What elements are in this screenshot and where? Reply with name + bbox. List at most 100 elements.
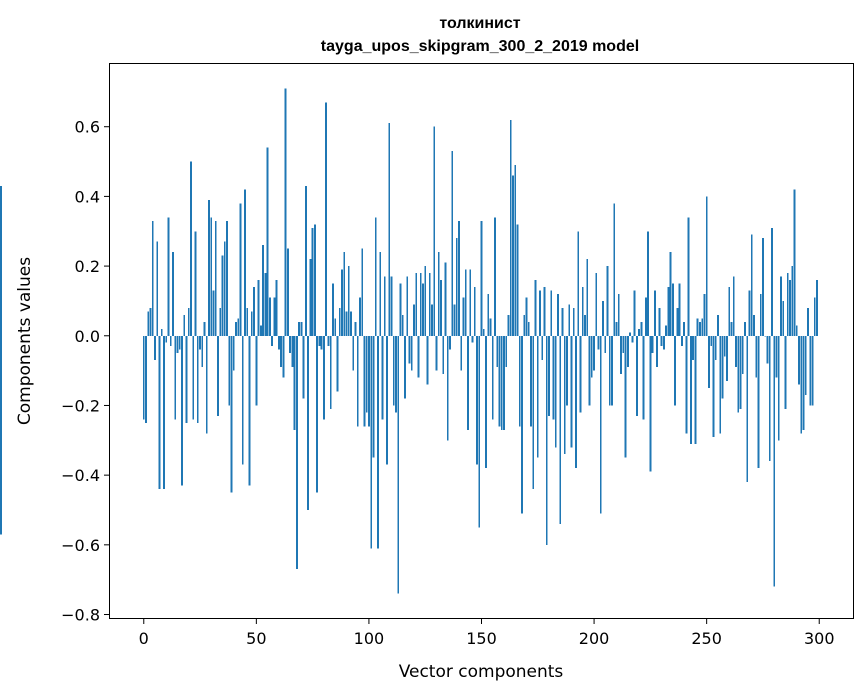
bar [196, 335, 199, 423]
bar [581, 286, 584, 336]
bar [255, 335, 258, 406]
bar [640, 321, 643, 336]
y-tick-label: 0.6 [75, 118, 100, 137]
bar [345, 311, 348, 336]
bar [248, 335, 251, 486]
bar [250, 311, 253, 336]
bar [442, 335, 445, 375]
bar [543, 286, 546, 336]
bar [404, 335, 406, 399]
bar [469, 269, 472, 336]
bar [383, 276, 386, 336]
bar [482, 328, 485, 336]
bar [183, 314, 186, 336]
bar [701, 318, 704, 336]
bar [473, 286, 476, 336]
bar [696, 318, 699, 336]
bar [744, 321, 746, 336]
bar [350, 311, 352, 336]
bar [167, 217, 170, 336]
bar [395, 335, 397, 413]
bar [699, 321, 701, 336]
bar [0, 335, 2, 364]
bar [313, 224, 316, 336]
bar [334, 318, 337, 336]
bar [741, 335, 744, 375]
bar [199, 335, 201, 350]
bar [516, 224, 519, 336]
bar [322, 335, 325, 420]
bar [811, 335, 814, 406]
bar [435, 335, 438, 371]
bar [656, 335, 659, 368]
bar [271, 335, 274, 347]
bar [773, 335, 776, 587]
bar [232, 335, 235, 371]
bar [275, 280, 278, 336]
bar [415, 273, 418, 336]
bar [780, 276, 782, 336]
bar [710, 335, 713, 347]
bar [676, 307, 679, 336]
bar [262, 245, 264, 336]
bar [437, 252, 440, 336]
x-axis-ticks: 0 50 100 150 200 250 300 [139, 618, 835, 648]
x-tick-label: 150 [466, 629, 497, 648]
bar [156, 241, 159, 336]
bar [365, 335, 368, 413]
bar [228, 335, 231, 406]
bar [259, 325, 262, 336]
bar [518, 335, 521, 427]
bar [291, 335, 294, 368]
bar [798, 335, 800, 385]
x-tick-label: 100 [354, 629, 385, 648]
bar [426, 335, 429, 385]
bar [422, 283, 424, 336]
bar [719, 335, 722, 434]
bar [325, 102, 328, 336]
bar [494, 217, 496, 336]
bar [629, 332, 631, 336]
bar [683, 321, 686, 336]
bar [410, 335, 413, 371]
bar [151, 220, 154, 336]
bar [201, 335, 204, 368]
bar [512, 175, 514, 336]
bar [514, 165, 517, 336]
bar [217, 335, 219, 416]
bar [678, 283, 681, 336]
bar [530, 335, 532, 427]
bar [509, 119, 512, 336]
bar [680, 335, 683, 347]
bar [795, 325, 798, 336]
bar [192, 335, 195, 420]
bar [392, 335, 395, 406]
bar [374, 217, 377, 336]
bar [417, 335, 420, 378]
bar [210, 217, 213, 336]
bar [480, 220, 483, 336]
bar [622, 335, 625, 354]
bar [464, 269, 467, 336]
x-tick-label: 50 [246, 629, 266, 648]
bar [503, 335, 505, 430]
bar [341, 269, 343, 336]
bar [174, 335, 177, 420]
bar [181, 335, 183, 486]
bar [478, 335, 481, 528]
bar [165, 335, 168, 343]
bar [746, 335, 749, 483]
bar [816, 280, 818, 336]
bar [507, 314, 510, 336]
bar [208, 199, 210, 336]
bar [142, 335, 145, 420]
bar [692, 335, 695, 361]
bar [277, 335, 280, 350]
bar [789, 280, 791, 336]
bar [246, 307, 249, 336]
bar [658, 307, 661, 336]
bar [611, 335, 613, 406]
bar [284, 88, 287, 336]
bar [368, 335, 370, 427]
